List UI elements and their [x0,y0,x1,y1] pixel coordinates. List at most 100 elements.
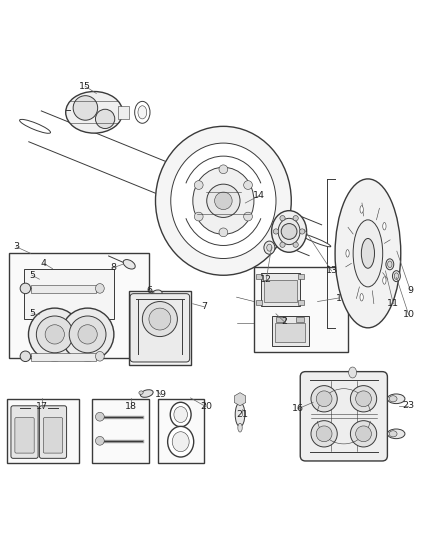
Circle shape [61,308,114,361]
Ellipse shape [152,290,162,298]
Circle shape [219,228,228,237]
Text: 15: 15 [79,82,91,91]
Bar [264,280,297,302]
Ellipse shape [392,271,400,281]
Ellipse shape [264,241,275,254]
Circle shape [69,316,106,353]
Ellipse shape [278,219,300,245]
Text: 8: 8 [110,263,116,272]
Bar [254,266,348,352]
Text: 20: 20 [200,402,212,411]
Bar [298,300,304,305]
Circle shape [95,109,115,128]
Text: 2: 2 [281,317,287,326]
Ellipse shape [238,423,242,432]
Text: 1: 1 [336,294,342,303]
Ellipse shape [388,394,405,403]
Ellipse shape [135,101,150,123]
Ellipse shape [66,92,123,133]
Ellipse shape [349,367,357,378]
Circle shape [28,308,81,361]
Text: 18: 18 [124,402,137,411]
Ellipse shape [360,294,363,301]
Circle shape [311,386,337,412]
FancyBboxPatch shape [15,418,34,453]
Text: 16: 16 [292,405,304,414]
Circle shape [45,325,64,344]
Text: 10: 10 [403,310,415,319]
Bar [92,399,149,463]
Circle shape [350,421,377,447]
FancyBboxPatch shape [300,372,387,461]
Ellipse shape [360,206,363,213]
Text: 7: 7 [201,302,207,311]
Ellipse shape [140,390,153,397]
FancyBboxPatch shape [130,294,190,362]
Circle shape [194,212,203,221]
Ellipse shape [139,391,143,394]
Ellipse shape [123,260,135,269]
Ellipse shape [95,284,104,293]
Ellipse shape [272,211,307,252]
Circle shape [280,215,285,221]
Text: 14: 14 [253,191,265,200]
Ellipse shape [361,238,374,268]
Ellipse shape [386,259,394,270]
Ellipse shape [267,244,272,251]
Bar [7,399,79,463]
Text: 19: 19 [155,390,167,399]
Ellipse shape [300,233,331,247]
Text: 3: 3 [13,243,19,251]
Circle shape [149,308,171,330]
Circle shape [273,229,279,234]
Ellipse shape [388,429,405,439]
Bar [129,290,191,365]
Circle shape [36,316,73,353]
Text: 12: 12 [260,275,272,284]
Circle shape [207,184,240,217]
Circle shape [20,283,31,294]
Ellipse shape [383,222,386,230]
Ellipse shape [155,126,291,275]
Circle shape [215,192,232,209]
Ellipse shape [383,277,386,284]
Ellipse shape [95,351,104,361]
Ellipse shape [171,143,276,259]
Circle shape [281,223,297,239]
Ellipse shape [138,106,147,119]
Ellipse shape [174,407,187,423]
Ellipse shape [353,220,383,287]
Circle shape [244,181,252,189]
Circle shape [142,302,177,336]
Bar [118,106,129,119]
Text: 5: 5 [29,309,35,318]
Bar [272,317,309,346]
Circle shape [95,437,104,445]
Text: 6: 6 [146,286,152,295]
Bar [24,269,114,319]
Circle shape [293,215,298,221]
Circle shape [350,386,377,412]
Circle shape [20,351,31,361]
Circle shape [78,325,97,344]
FancyBboxPatch shape [43,418,63,453]
Text: 5: 5 [29,271,35,280]
FancyBboxPatch shape [39,406,67,458]
Ellipse shape [193,167,254,235]
Ellipse shape [394,273,399,279]
Bar [256,300,262,305]
Text: 17: 17 [35,402,48,411]
Bar [275,323,305,342]
Bar [158,399,204,463]
Text: 9: 9 [407,286,413,295]
Circle shape [356,426,371,442]
Circle shape [244,212,252,221]
Bar [298,274,304,279]
Text: 13: 13 [325,266,338,276]
Bar [9,253,149,359]
Bar [296,317,304,322]
Circle shape [300,229,305,234]
Circle shape [316,426,332,442]
Text: 23: 23 [402,401,414,410]
Bar [276,317,285,322]
